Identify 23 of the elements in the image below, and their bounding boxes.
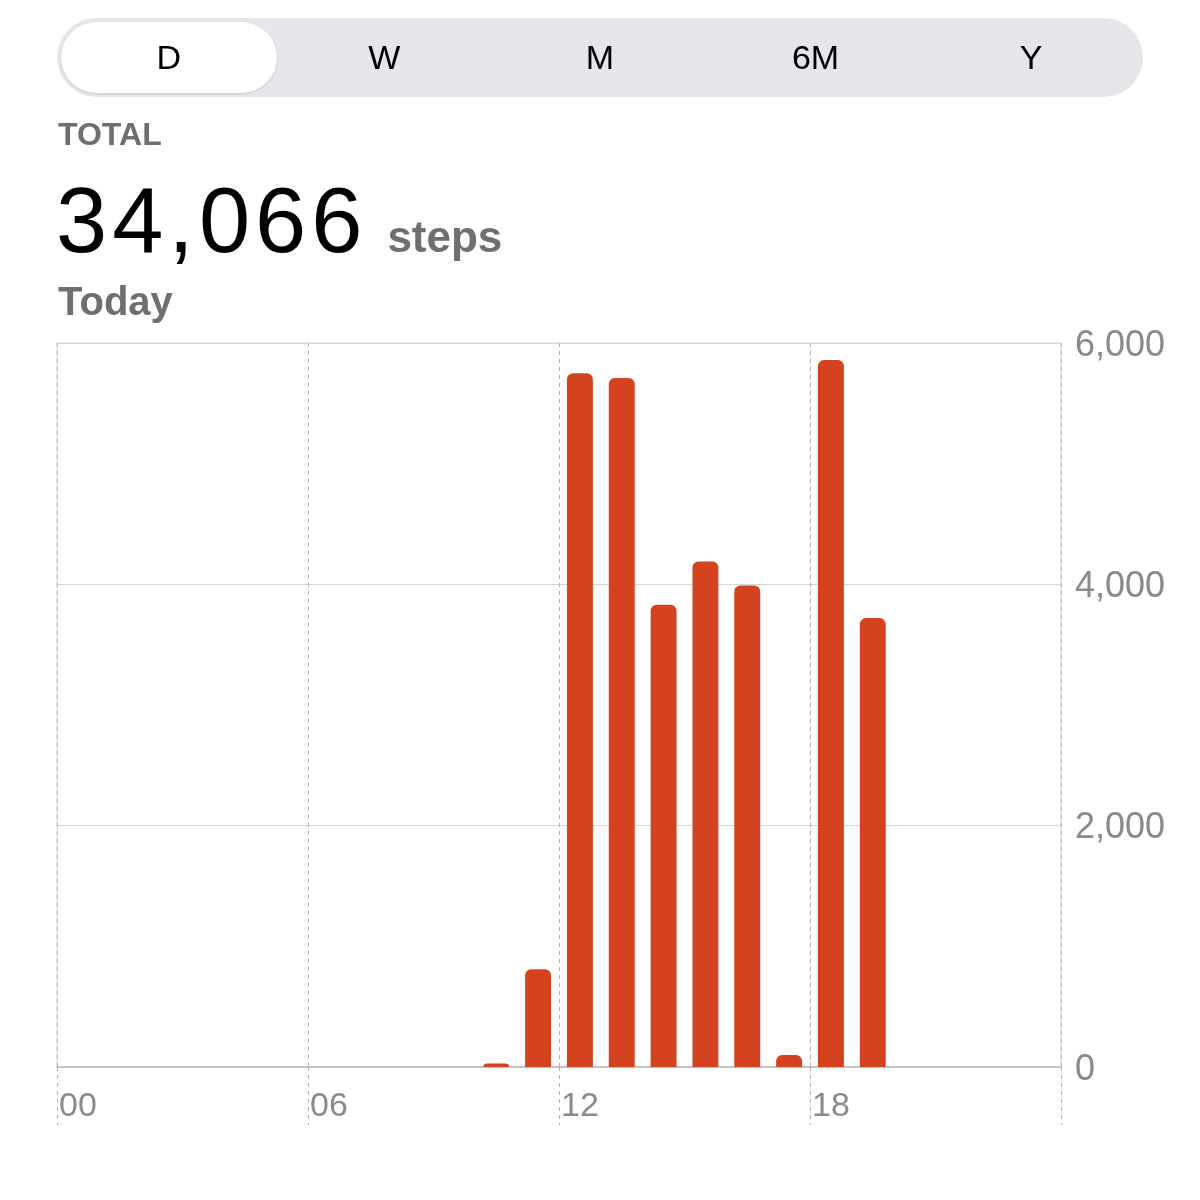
bar — [734, 585, 761, 1067]
y-tick-label: 4,000 — [1075, 563, 1166, 605]
x-tick-label: 06 — [310, 1085, 348, 1123]
x-tick-label: 18 — [812, 1085, 850, 1123]
bar — [608, 377, 635, 1067]
bar — [566, 373, 593, 1067]
text: TOTAL — [58, 116, 162, 152]
y-tick-label: 6,000 — [1075, 322, 1166, 364]
y-tick-label: 2,000 — [1075, 805, 1166, 847]
chart-title: 34,066 — [56, 169, 368, 271]
y-tick-label: 0 — [1075, 1046, 1096, 1088]
bar — [650, 604, 677, 1067]
bar — [692, 561, 719, 1067]
segmented-control: D W M 6M Y — [57, 18, 1143, 97]
text: steps — [387, 212, 503, 261]
bar — [817, 359, 844, 1067]
selected-tab-button: D — [61, 22, 277, 93]
bar — [776, 1054, 803, 1067]
chart-subtitle: Today — [58, 279, 173, 323]
bar — [525, 969, 552, 1067]
bar — [859, 618, 886, 1067]
x-tick-label: 00 — [59, 1085, 97, 1123]
x-tick-label: 12 — [561, 1085, 599, 1123]
